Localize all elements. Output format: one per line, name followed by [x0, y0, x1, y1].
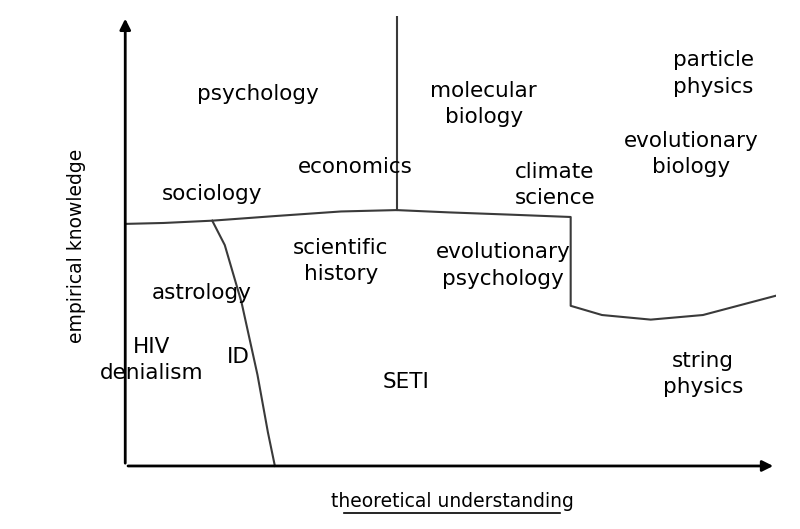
Text: ID: ID	[227, 348, 250, 367]
Text: particle
physics: particle physics	[673, 50, 754, 97]
Text: climate
science: climate science	[514, 162, 595, 208]
Text: molecular
biology: molecular biology	[430, 81, 537, 127]
Text: astrology: astrology	[152, 283, 252, 303]
Text: theoretical understanding: theoretical understanding	[331, 492, 574, 511]
Text: evolutionary
psychology: evolutionary psychology	[436, 242, 570, 288]
Text: empirical knowledge: empirical knowledge	[67, 149, 86, 343]
Text: HIV
denialism: HIV denialism	[100, 337, 203, 384]
Text: economics: economics	[298, 157, 412, 177]
Text: scientific
history: scientific history	[294, 238, 389, 284]
Text: evolutionary
biology: evolutionary biology	[624, 131, 758, 177]
Text: psychology: psychology	[197, 84, 318, 104]
Text: sociology: sociology	[162, 185, 262, 204]
Text: string
physics: string physics	[662, 351, 743, 397]
Text: SETI: SETI	[382, 372, 429, 392]
